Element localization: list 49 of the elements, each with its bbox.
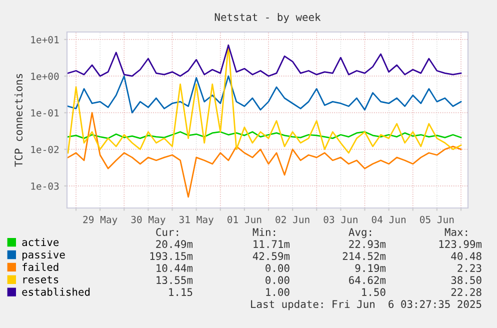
text: 38.50 <box>451 276 482 284</box>
text: 40.48 <box>451 252 482 260</box>
text: Avg: <box>348 228 372 238</box>
text: 214.52m <box>342 252 386 260</box>
x-tick-label: 04 Jun <box>372 216 406 224</box>
text: Cur: <box>156 228 178 236</box>
y-axis-title: TCP connections <box>14 74 23 167</box>
text: 2.23 <box>458 264 482 272</box>
text: 13.55m <box>156 276 193 284</box>
chart-title: Netstat - by week <box>214 12 321 24</box>
y-tick-label: 1e+00 <box>31 72 59 80</box>
line-series <box>67 112 462 198</box>
x-tick-label: 03 Jun <box>324 216 358 224</box>
text: 9.19m <box>355 264 386 272</box>
text: 22.28 <box>451 288 482 296</box>
line-series <box>67 75 462 114</box>
text: Last update: Fri Jun 6 03:27:35 2025 <box>251 300 482 310</box>
text: 193.15m <box>150 252 193 260</box>
text: 64.62m <box>349 276 386 284</box>
legend-label: active <box>22 238 59 246</box>
x-tick-label: 30 May <box>131 216 166 226</box>
x-tick-label: 29 May <box>83 216 118 226</box>
y-tick-label: 1e-02 <box>31 146 59 154</box>
line-series <box>67 44 462 77</box>
text: Min: <box>252 228 276 236</box>
x-tick-label: 02 Jun <box>276 216 310 224</box>
text: 42.59m <box>252 252 290 260</box>
line-series <box>67 131 462 140</box>
y-tick-label: 1e-03 <box>31 182 59 190</box>
y-tick-label: 1e+01 <box>31 36 59 44</box>
text: Max: <box>444 228 468 236</box>
text: 1.15 <box>169 288 192 296</box>
text: 0.00 <box>266 276 290 284</box>
x-tick-label: 01 Jun <box>228 216 262 224</box>
x-tick-label: 05 Jun <box>420 216 454 224</box>
legend-label: passive <box>22 250 65 261</box>
y-tick-label: 1e-01 <box>31 109 59 117</box>
x-tick-label: 31 May <box>179 216 214 226</box>
text: 10.44m <box>156 264 193 272</box>
text: 11.71m <box>254 240 290 248</box>
text: 123.99m <box>439 240 482 248</box>
text: 0.00 <box>266 264 290 272</box>
legend-label: failed <box>22 262 58 271</box>
text: 20.49m <box>156 240 193 248</box>
text: 22.93m <box>349 240 386 248</box>
text: 1.50 <box>362 288 386 296</box>
legend-label: established <box>22 288 90 296</box>
text: 1.00 <box>266 288 290 296</box>
legend-label: resets <box>23 276 58 284</box>
